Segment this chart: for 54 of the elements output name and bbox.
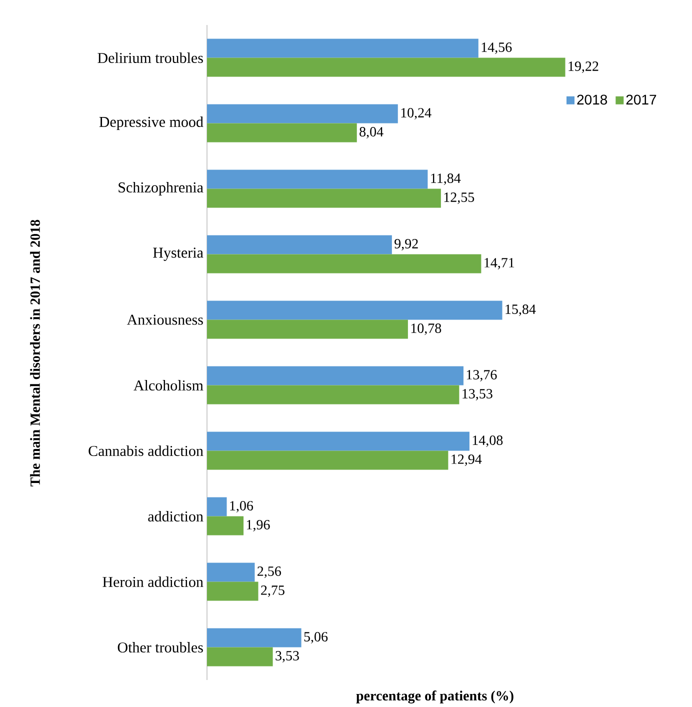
data-label: 2,56	[258, 566, 282, 578]
bar	[206, 432, 470, 451]
bar	[206, 188, 441, 208]
bar	[206, 123, 357, 142]
y-tick-label: Other troubles	[118, 642, 203, 653]
legend-label: 2017	[626, 94, 656, 105]
y-tick-label: addiction	[148, 510, 204, 522]
data-label: 14,56	[482, 42, 512, 54]
y-tick-label: Depressive mood	[99, 116, 204, 130]
data-label: 12,55	[444, 192, 474, 204]
bar	[206, 647, 273, 666]
bar	[206, 366, 464, 386]
y-tick-label: Anxiousness	[126, 314, 203, 325]
bar	[206, 38, 478, 58]
y-tick-label: Alcoholism	[134, 380, 204, 391]
data-label: 14,08	[472, 436, 503, 447]
bar	[206, 235, 392, 254]
data-label: 5,06	[304, 632, 328, 644]
y-tick-label: Hysteria	[153, 248, 204, 261]
data-label: 12,94	[452, 454, 482, 466]
y-tick-label: Schizophrenia	[118, 182, 204, 196]
bar	[206, 104, 398, 124]
data-label: 1,96	[246, 520, 270, 532]
bar	[206, 516, 244, 536]
data-label: 9,92	[394, 239, 418, 250]
data-label: 19,22	[568, 62, 598, 73]
data-label: 3,53	[276, 651, 299, 662]
data-label: 14,71	[484, 258, 514, 270]
bar	[206, 450, 448, 470]
data-label: 13,53	[462, 389, 492, 400]
legend-label: 2018	[577, 94, 608, 105]
y-tick-label: Delirium troubles	[98, 52, 203, 64]
bar	[206, 300, 502, 320]
bar	[206, 58, 566, 77]
bar	[206, 385, 460, 404]
bar	[206, 320, 408, 339]
bar	[206, 497, 227, 516]
data-label: 15,84	[506, 304, 536, 316]
data-label: 10,24	[401, 108, 432, 120]
bar	[206, 582, 258, 601]
bar	[206, 628, 302, 648]
bar	[206, 562, 255, 582]
y-tick-label: Cannabis addiction	[88, 445, 204, 456]
bar	[206, 170, 428, 189]
data-label: 13,76	[466, 370, 497, 382]
data-label: 8,04	[360, 127, 384, 138]
x-axis-title: percentage of patients (%)	[356, 690, 514, 704]
y-axis-title: The main Mental disorders in 2017 and 2018	[30, 220, 40, 486]
data-label: 2,75	[261, 586, 284, 597]
y-tick-label: Heroin addiction	[102, 576, 204, 588]
bar	[206, 254, 482, 274]
data-label: 11,84	[431, 174, 461, 185]
data-label: 1,06	[230, 501, 254, 512]
data-label: 10,78	[411, 324, 442, 335]
